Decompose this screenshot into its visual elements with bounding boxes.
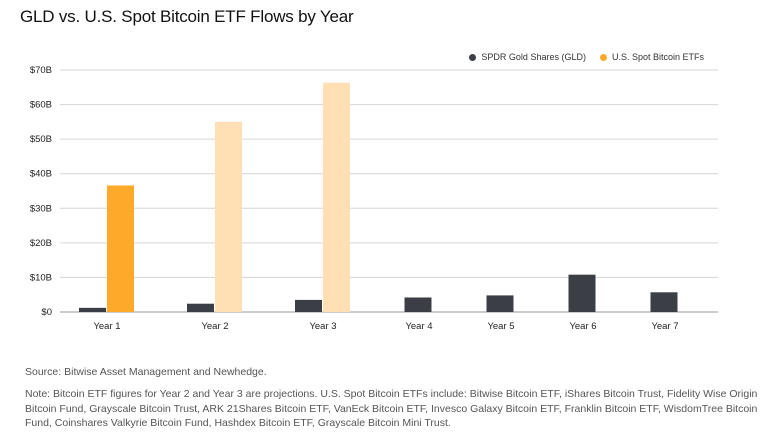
x-tick-label: Year 5 <box>487 321 514 332</box>
bar-gld <box>486 295 514 312</box>
y-tick-label: $60B <box>30 100 52 111</box>
bar-btc <box>323 82 350 312</box>
bar-chart: $0 $10B $20B $30B $40B $50B $60B $70B Year 1 Year… <box>30 65 718 332</box>
source-text: Source: Bitwise Asset Management and New… <box>25 366 267 378</box>
y-tick-label: $20B <box>30 238 52 249</box>
legend-item-gld: SPDR Gold Shares (GLD) <box>469 52 586 62</box>
chart-area: $0 $10B $20B $30B $40B $50B $60B $70B Year 1 Year… <box>0 36 784 346</box>
legend-label-btc: U.S. Spot Bitcoin ETFs <box>611 52 704 62</box>
legend-swatch-gld <box>469 53 477 61</box>
legend-label-gld: SPDR Gold Shares (GLD) <box>481 52 586 62</box>
bar-gld <box>295 299 322 312</box>
x-tick-label: Year 3 <box>309 321 336 332</box>
bar-gld <box>404 297 432 312</box>
bar-gld <box>650 292 678 312</box>
bar-gld <box>187 303 214 312</box>
legend-swatch-btc <box>599 53 607 61</box>
y-tick-label: $10B <box>30 272 52 283</box>
bar-gld <box>568 274 596 312</box>
x-tick-label: Year 2 <box>201 321 228 332</box>
y-tick-label: $30B <box>30 203 52 214</box>
chart-title: GLD vs. U.S. Spot Bitcoin ETF Flows by Y… <box>20 7 354 26</box>
bar-btc <box>215 121 242 312</box>
x-tick-label: Year 7 <box>651 321 678 332</box>
chart-legend: SPDR Gold Shares (GLD) U.S. Spot Bitcoin… <box>469 52 704 62</box>
x-tick-label: Year 1 <box>93 321 120 332</box>
x-tick-label: Year 6 <box>569 321 596 332</box>
y-tick-label: $40B <box>30 169 52 180</box>
y-tick-label: $50B <box>30 134 52 145</box>
y-tick-label: $70B <box>30 65 52 76</box>
bar-btc <box>107 185 134 312</box>
note-text: Note: Bitcoin ETF figures for Year 2 and… <box>25 388 758 429</box>
bar-gld <box>79 307 106 312</box>
legend-item-btc: U.S. Spot Bitcoin ETFs <box>599 52 704 62</box>
x-tick-label: Year 4 <box>405 321 432 332</box>
y-tick-label: $0 <box>41 307 52 318</box>
